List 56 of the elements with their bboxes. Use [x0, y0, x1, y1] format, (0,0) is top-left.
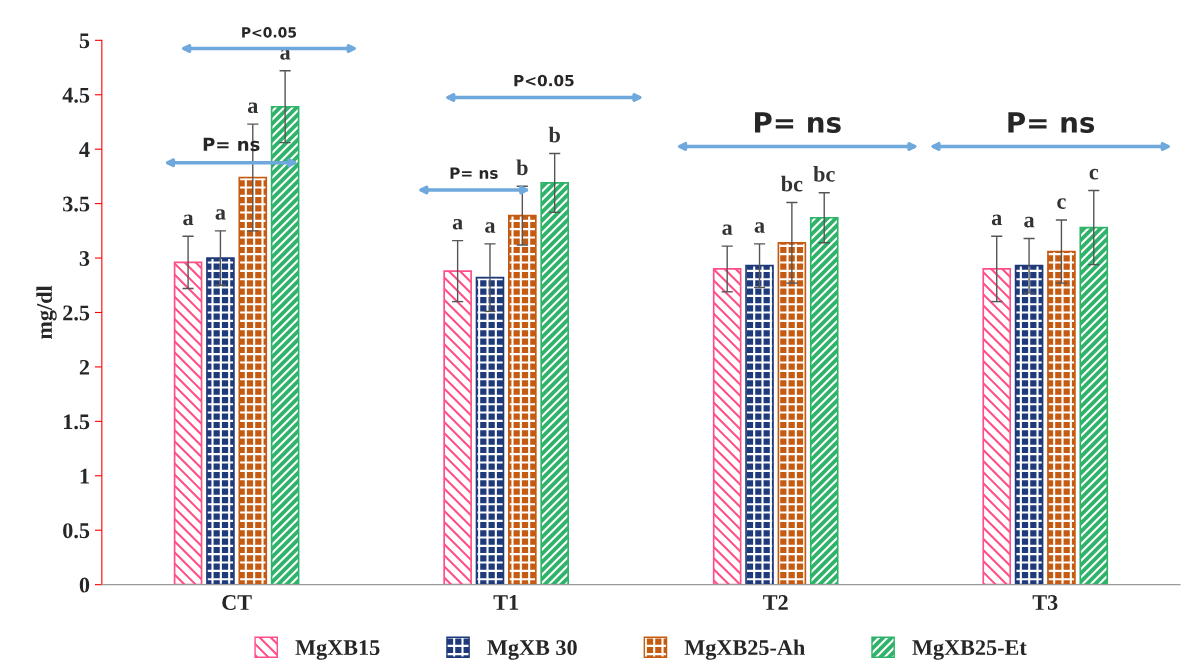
bar — [809, 216, 839, 585]
annotation: P= ns — [1008, 112, 1095, 133]
data-label: c — [1057, 198, 1066, 209]
bar — [1047, 250, 1076, 585]
y-tick-label: 2.5 — [63, 305, 90, 321]
y-tick-label: 2 — [79, 359, 90, 375]
bar — [982, 268, 1012, 585]
bar — [1079, 226, 1109, 585]
bar — [206, 257, 235, 585]
bar — [777, 241, 807, 585]
data-label: a — [183, 214, 194, 226]
data-label: a — [991, 214, 1002, 226]
bar — [173, 261, 203, 585]
y-tick-label: 4 — [79, 142, 90, 157]
y-tick-label: 3 — [79, 251, 90, 266]
x-tick-label: T3 — [1032, 595, 1058, 610]
bar — [540, 182, 569, 585]
bar — [475, 276, 505, 585]
data-label: a — [754, 222, 765, 233]
legend-label: MgXB15 — [295, 640, 380, 660]
x-tick-label: T1 — [493, 595, 518, 610]
y-tick-label: 1 — [80, 468, 89, 484]
bar — [270, 105, 300, 585]
data-label: bc — [781, 175, 803, 192]
data-label: a — [722, 224, 733, 236]
y-tick-label: 1.5 — [64, 414, 90, 430]
data-label: a — [1024, 216, 1035, 228]
data-label: a — [452, 218, 463, 230]
bar — [238, 176, 268, 585]
y-tick-label: 0.5 — [63, 523, 90, 539]
text: P<0.05 — [242, 27, 297, 38]
bar — [508, 214, 537, 585]
data-label: bc — [813, 166, 835, 182]
legend-label: MgXB25-Et — [912, 640, 1027, 660]
x-tick-label: T2 — [763, 595, 788, 610]
data-label: b — [516, 159, 528, 176]
annotation: P= ns — [450, 167, 498, 179]
legend-label: MgXB25-Ah — [684, 639, 805, 660]
y-tick-label: 4.5 — [62, 87, 90, 103]
annotation: P= ns — [755, 112, 841, 133]
data-label: c — [1089, 168, 1099, 180]
data-label: a — [247, 102, 258, 114]
bar — [745, 264, 774, 585]
data-label: a — [485, 222, 496, 233]
x-tick-label: CT — [222, 595, 252, 610]
data-label: a — [215, 209, 226, 220]
y-tick-label: 0 — [79, 577, 90, 593]
y-tick-label: 3.5 — [63, 196, 90, 212]
data-label: b — [548, 126, 560, 143]
legend-label: MgXB 30 — [487, 640, 577, 660]
bar — [712, 268, 742, 585]
annotation: P<0.05 — [514, 74, 574, 87]
y-axis-title: mg/dl — [36, 285, 57, 340]
bar — [1014, 264, 1044, 585]
y-tick-label: 5 — [79, 33, 90, 49]
bar — [443, 270, 472, 585]
